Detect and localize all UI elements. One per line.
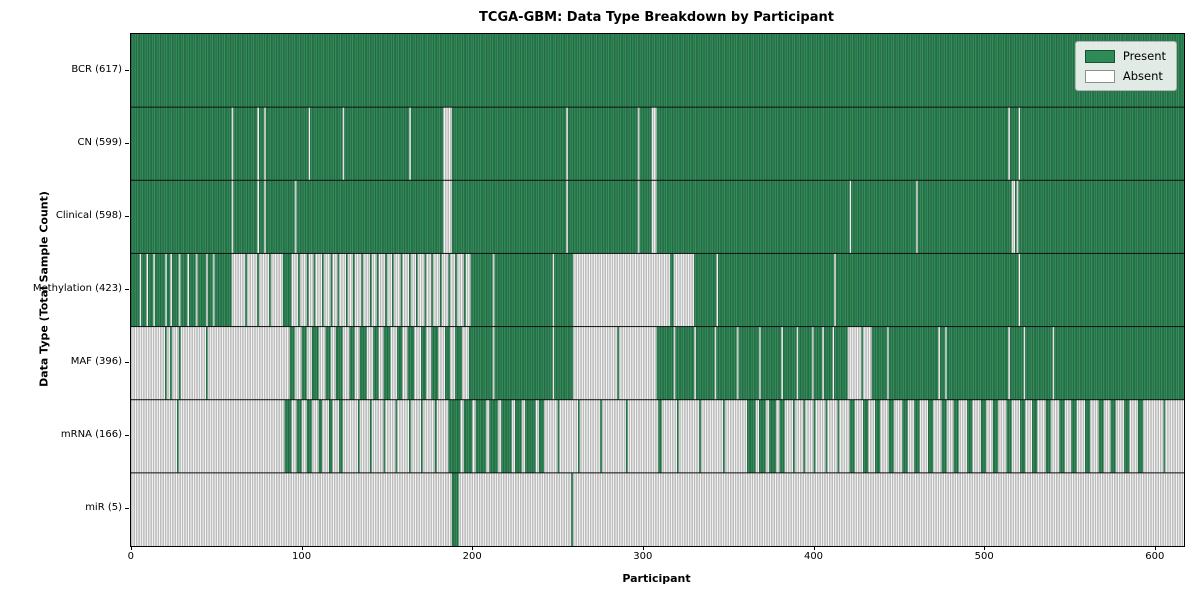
legend-swatch-present-icon xyxy=(1084,49,1115,63)
legend-label-absent: Absent xyxy=(1122,69,1163,83)
x-tick-mark xyxy=(1154,546,1156,550)
legend-swatch-absent-icon xyxy=(1084,69,1115,83)
y-tick-label-mRNA: mRNA (166) xyxy=(60,429,122,441)
y-tick-mark xyxy=(125,142,129,144)
x-tick-label-500: 500 xyxy=(974,551,994,562)
heatmap-canvas xyxy=(131,34,1184,546)
x-tick-mark xyxy=(472,546,474,550)
y-tick-label-CN: CN (599) xyxy=(77,136,122,148)
x-tick-mark xyxy=(130,546,132,550)
x-tick-label-300: 300 xyxy=(633,551,653,562)
y-tick-mark xyxy=(125,69,129,71)
y-tick-mark xyxy=(125,435,129,437)
x-axis-title: Participant xyxy=(622,572,691,585)
y-tick-label-BCR: BCR (617) xyxy=(71,63,122,75)
x-tick-mark xyxy=(642,546,644,550)
x-tick-label-100: 100 xyxy=(291,551,312,562)
x-tick-mark xyxy=(984,546,986,550)
x-tick-mark xyxy=(813,546,815,550)
y-tick-label-Clinical: Clinical (598) xyxy=(55,209,122,221)
legend: Present Absent xyxy=(1074,41,1177,91)
y-tick-mark xyxy=(125,289,129,290)
legend-item-absent: Absent xyxy=(1084,69,1166,83)
chart-title: TCGA-GBM: Data Type Breakdown by Partici… xyxy=(479,10,834,25)
x-tick-label-200: 200 xyxy=(462,551,482,562)
y-tick-label-miR: miR (5) xyxy=(85,502,122,514)
y-tick-mark xyxy=(125,215,129,217)
plot-area: Present Absent xyxy=(130,33,1185,547)
legend-item-present: Present xyxy=(1084,49,1166,63)
x-tick-label-400: 400 xyxy=(803,551,824,562)
y-tick-mark xyxy=(125,362,129,364)
x-tick-label-0: 0 xyxy=(127,551,135,562)
legend-label-present: Present xyxy=(1122,49,1166,63)
x-tick-label-600: 600 xyxy=(1145,551,1165,562)
y-tick-label-MAF: MAF (396) xyxy=(70,356,122,368)
y-tick-label-Methylation: Methylation (423) xyxy=(32,283,122,294)
y-tick-mark xyxy=(125,508,129,510)
x-tick-mark xyxy=(301,546,303,550)
